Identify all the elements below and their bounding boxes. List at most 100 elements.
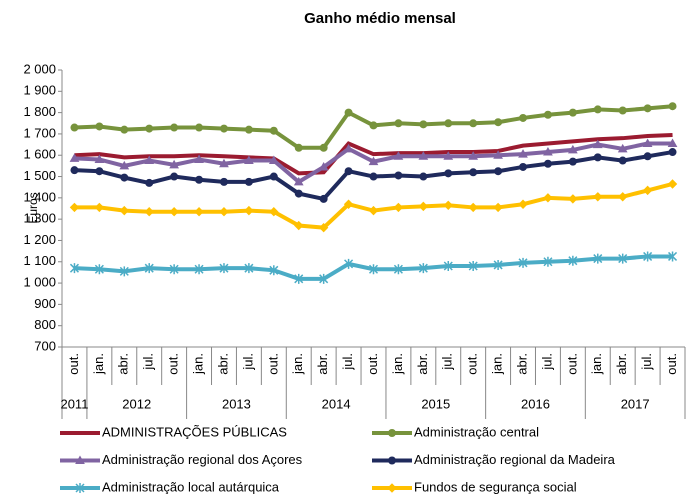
point: [394, 119, 403, 128]
point: [244, 177, 253, 186]
point: [568, 157, 577, 166]
point: [194, 264, 204, 275]
x-tick-label: jan.: [91, 353, 106, 375]
point: [144, 263, 154, 274]
point: [219, 263, 229, 274]
point: [618, 106, 627, 115]
point: [643, 104, 652, 113]
point: [119, 205, 130, 216]
y-tick-label: 700: [34, 338, 56, 353]
point: [319, 273, 329, 284]
point: [668, 148, 677, 157]
point: [244, 263, 254, 274]
point: [617, 192, 628, 202]
point: [344, 108, 353, 117]
point: [344, 167, 353, 176]
point: [319, 194, 328, 203]
x-tick-label: jul.: [141, 353, 156, 371]
y-tick-label: 1 300: [23, 211, 56, 226]
y-tick-label: 1 500: [23, 168, 56, 183]
series-line: [74, 132, 673, 176]
point: [194, 154, 204, 163]
legend-label: Administração regional da Madeira: [414, 452, 616, 467]
y-tick-label: 1 200: [23, 232, 56, 247]
point: [543, 147, 553, 156]
x-tick-label: jan.: [290, 353, 305, 375]
point: [593, 192, 603, 202]
x-tick-label: out.: [465, 353, 480, 375]
point: [468, 202, 478, 213]
year-label: 2016: [521, 396, 550, 411]
point: [119, 266, 129, 277]
x-tick-label: out.: [166, 353, 181, 375]
point: [494, 167, 503, 176]
point: [269, 265, 279, 276]
point: [94, 202, 105, 213]
point: [170, 123, 179, 132]
point: [319, 143, 328, 152]
point: [95, 122, 104, 131]
point: [443, 151, 454, 160]
point: [519, 162, 528, 171]
x-tick-label: jan.: [190, 353, 205, 375]
point: [419, 172, 428, 181]
point: [69, 263, 79, 274]
point: [169, 264, 179, 275]
point: [120, 173, 129, 182]
point: [344, 258, 354, 269]
point: [568, 255, 578, 266]
point: [144, 206, 154, 217]
point: [219, 177, 228, 186]
x-tick-label: out.: [265, 353, 280, 375]
point: [119, 160, 130, 170]
point: [69, 202, 80, 213]
point: [294, 143, 303, 152]
x-tick-label: out.: [365, 353, 380, 375]
x-tick-label: jul.: [240, 353, 255, 371]
point: [418, 151, 429, 160]
point: [493, 202, 503, 213]
point: [393, 151, 404, 160]
point: [468, 261, 478, 272]
x-tick-label: abr.: [315, 353, 330, 375]
point: [668, 102, 677, 111]
y-tick-label: 1 000: [23, 275, 56, 290]
point: [194, 206, 204, 217]
point: [642, 185, 653, 196]
point: [543, 193, 553, 203]
point: [269, 172, 278, 181]
point: [343, 143, 354, 153]
series: [70, 102, 677, 152]
point: [294, 189, 303, 198]
point: [443, 261, 453, 272]
y-tick-label: 1 400: [23, 189, 56, 204]
year-label: 2011: [60, 396, 88, 411]
point: [567, 144, 578, 154]
point: [444, 169, 453, 178]
point: [468, 151, 479, 160]
point: [668, 251, 678, 262]
x-tick-label: jul.: [340, 353, 355, 371]
point: [618, 253, 628, 264]
point: [219, 206, 229, 217]
x-tick-label: jan.: [589, 353, 604, 375]
year-label: 2015: [421, 396, 450, 411]
x-tick-label: abr.: [116, 353, 131, 375]
legend-marker: [75, 455, 85, 464]
point: [369, 172, 378, 181]
point: [293, 176, 304, 186]
point: [469, 168, 478, 177]
point: [70, 123, 79, 132]
point: [518, 257, 528, 268]
point: [368, 156, 379, 166]
series-line: [74, 182, 674, 230]
legend-marker: [75, 483, 85, 493]
point: [592, 139, 603, 149]
legend-label: Administração local autárquica: [102, 479, 280, 494]
point: [394, 171, 403, 180]
point: [269, 126, 278, 135]
legend-label: Administração central: [414, 424, 539, 439]
point: [95, 167, 104, 176]
point: [393, 264, 403, 275]
